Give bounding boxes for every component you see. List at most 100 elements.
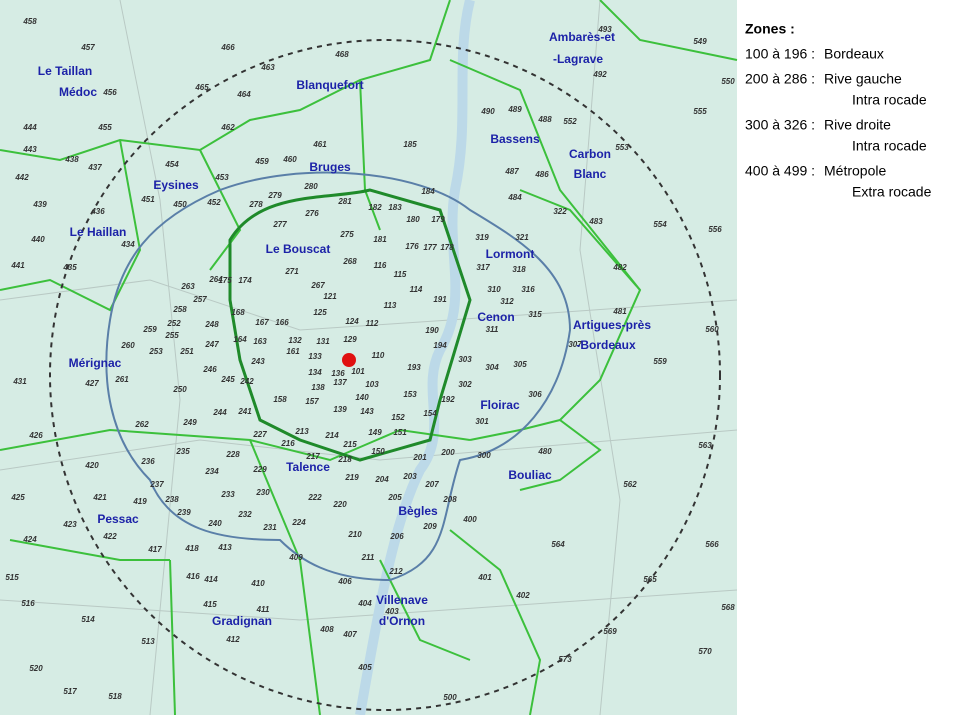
zone-number: 424: [22, 535, 37, 544]
rocade: [105, 171, 572, 582]
zone-number: 300: [477, 451, 491, 460]
commune-label: Le Haillan: [70, 225, 127, 239]
zone-number: 516: [21, 599, 35, 608]
zone-number: 489: [507, 105, 522, 114]
legend-label: Rive droite: [824, 117, 891, 133]
zone-number: 513: [141, 637, 155, 646]
zone-number: 484: [507, 193, 522, 202]
zone-number: 406: [337, 577, 352, 586]
zone-number: 213: [294, 427, 309, 436]
zone-number: 193: [407, 363, 421, 372]
commune-label: Ambarès-et: [549, 30, 615, 44]
legend-title: Zones :: [745, 21, 795, 37]
zone-number: 134: [308, 368, 322, 377]
zone-number: 200: [440, 448, 455, 457]
zone-number: 422: [102, 532, 117, 541]
zone-number: 321: [515, 233, 529, 242]
zone-number: 182: [368, 203, 382, 212]
zone-number: 139: [333, 405, 347, 414]
commune-label: Bassens: [490, 132, 540, 146]
zone-number: 482: [612, 263, 627, 272]
zone-number: 214: [324, 431, 339, 440]
zone-number: 444: [22, 123, 37, 132]
zone-number: 113: [384, 301, 397, 310]
zone-number: 279: [267, 191, 282, 200]
zone-number: 211: [361, 553, 375, 562]
zone-number: 131: [316, 337, 330, 346]
zone-number: 203: [402, 472, 417, 481]
zone-number: 556: [708, 225, 722, 234]
zone-number: 229: [252, 465, 267, 474]
zone-number: 464: [236, 90, 251, 99]
zone-number: 483: [588, 217, 603, 226]
zone-number: 559: [653, 357, 667, 366]
zone-number: 116: [374, 261, 387, 270]
zone-number: 240: [207, 519, 222, 528]
zone-number: 138: [311, 383, 325, 392]
zone-number: 420: [84, 461, 99, 470]
zone-number: 179: [431, 215, 445, 224]
zone-number: 129: [343, 335, 357, 344]
zone-number: 176: [405, 242, 419, 251]
zone-number: 222: [307, 493, 322, 502]
zone-number: 457: [80, 43, 95, 52]
zone-number: 412: [225, 635, 240, 644]
zone-number: 112: [366, 319, 379, 328]
zone-number: 241: [237, 407, 252, 416]
zone-number: 234: [204, 467, 219, 476]
zone-number: 262: [134, 420, 149, 429]
zone-number: 455: [97, 123, 112, 132]
zone-number: 267: [310, 281, 325, 290]
zone-number: 209: [422, 522, 437, 531]
zone-number: 243: [250, 357, 265, 366]
zone-number: 184: [421, 187, 435, 196]
zone-number: 550: [721, 77, 735, 86]
zone-number: 278: [248, 200, 263, 209]
legend-label: Intra rocade: [852, 92, 927, 108]
zone-number: 258: [172, 305, 187, 314]
zone-number: 411: [256, 605, 270, 614]
commune-label: d'Ornon: [379, 614, 425, 628]
zone-number: 183: [388, 203, 402, 212]
zone-number: 414: [203, 575, 218, 584]
zone-number: 415: [202, 600, 217, 609]
commune-label: Gradignan: [212, 614, 272, 628]
zone-number: 304: [485, 363, 499, 372]
zone-number: 210: [347, 530, 362, 539]
zone-number: 242: [239, 377, 254, 386]
commune-label: Pessac: [97, 512, 139, 526]
zone-number: 166: [275, 318, 289, 327]
zone-number: 245: [220, 375, 235, 384]
zone-number: 463: [260, 63, 275, 72]
zone-number: 493: [597, 25, 612, 34]
zone-number: 427: [84, 379, 99, 388]
zone-number: 236: [140, 457, 155, 466]
commune-label: Bègles: [398, 504, 438, 518]
zone-number: 456: [102, 88, 117, 97]
river: [355, 0, 475, 715]
zone-number: 133: [308, 352, 322, 361]
zone-number: 441: [10, 261, 25, 270]
zone-number: 515: [5, 573, 19, 582]
zone-number: 570: [698, 647, 712, 656]
commune-label: Médoc: [59, 85, 97, 99]
zone-number: 466: [220, 43, 235, 52]
zone-number: 246: [202, 365, 217, 374]
legend-label: Métropole: [824, 163, 886, 179]
zone-number: 250: [172, 385, 187, 394]
zone-number: 553: [615, 143, 629, 152]
zone-number: 275: [339, 230, 354, 239]
zone-number: 205: [387, 493, 402, 502]
zone-number: 163: [253, 337, 267, 346]
zone-number: 190: [425, 326, 439, 335]
zone-number: 568: [721, 603, 735, 612]
zone-number: 217: [305, 452, 320, 461]
zone-number: 252: [166, 319, 181, 328]
zone-number: 158: [273, 395, 287, 404]
zone-number: 514: [81, 615, 95, 624]
commune-label: Floirac: [480, 398, 520, 412]
zone-number: 264: [208, 275, 223, 284]
map-background: [0, 0, 737, 715]
zone-number: 248: [204, 320, 219, 329]
commune-label: Le Taillan: [38, 64, 92, 78]
